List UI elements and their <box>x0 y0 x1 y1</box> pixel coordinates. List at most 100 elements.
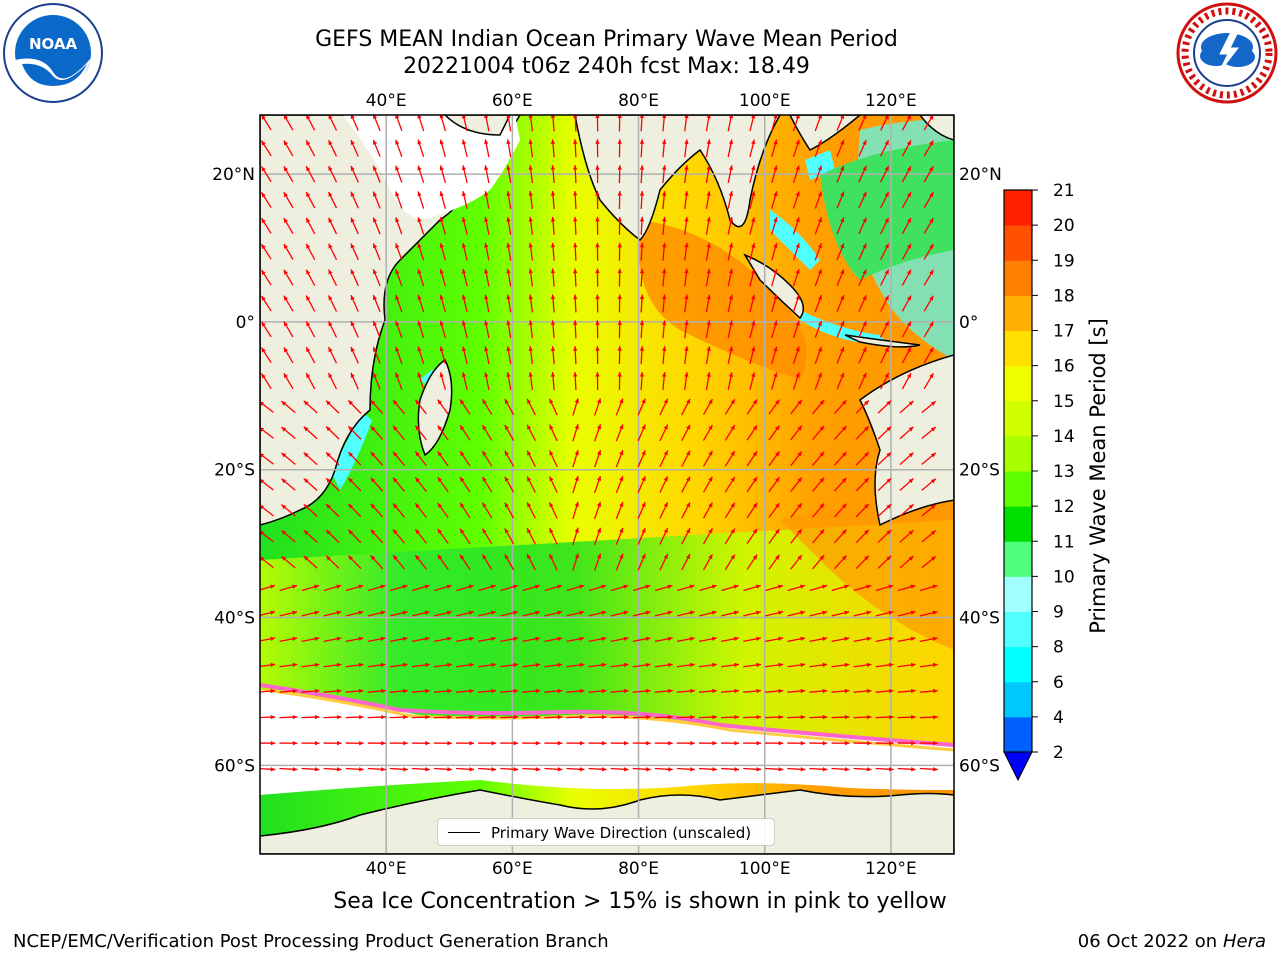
wave-arrow <box>632 741 651 746</box>
wave-arrow <box>676 688 695 694</box>
wave-arrow <box>595 242 600 261</box>
wave-arrow <box>792 242 800 261</box>
wave-arrow <box>617 190 622 209</box>
wave-arrow <box>746 399 758 415</box>
wave-arrow <box>721 584 739 592</box>
colorbar-segment <box>1004 400 1032 437</box>
wave-arrow <box>702 528 713 545</box>
wave-arrow <box>301 767 320 772</box>
lon-tick-label: 100°E <box>739 91 791 111</box>
colorbar-segment <box>1004 716 1032 753</box>
wave-arrow <box>790 554 803 570</box>
wave-arrow <box>702 502 713 519</box>
wave-arrow <box>771 346 778 365</box>
wave-arrow <box>897 610 916 617</box>
wave-arrow <box>484 139 490 158</box>
wave-arrow <box>836 191 845 209</box>
arabia-land <box>443 115 511 136</box>
wave-arrow <box>923 166 934 183</box>
wave-arrow <box>659 553 669 571</box>
wave-arrow <box>347 477 362 492</box>
wave-arrow <box>831 636 850 642</box>
wave-arrow <box>901 140 912 157</box>
wave-arrow <box>790 399 803 415</box>
wave-arrow <box>283 115 294 131</box>
wave-arrow <box>528 320 534 339</box>
wave-arrow <box>484 320 490 339</box>
wave-arrow <box>921 426 937 439</box>
wave-arrow <box>787 741 806 746</box>
wave-arrow <box>727 320 734 339</box>
colorbar-segment <box>1004 576 1032 612</box>
wave-arrow <box>702 476 713 493</box>
colorbar-tick-label: 9 <box>1053 603 1064 623</box>
wave-arrow <box>897 662 916 668</box>
wave-arrow <box>880 372 890 390</box>
wave-arrow <box>771 191 778 209</box>
producer-credit: NCEP/EMC/Verification Post Processing Pr… <box>13 931 609 952</box>
wave-arrow <box>593 475 602 494</box>
wave-arrow <box>654 688 673 694</box>
wave-arrow <box>595 268 600 287</box>
wave-arrow <box>323 610 342 617</box>
nws-logo-icon <box>1176 2 1278 104</box>
wave-arrow <box>705 191 711 209</box>
wave-arrow <box>528 216 534 235</box>
wave-arrow <box>749 294 756 313</box>
wave-arrow <box>721 767 740 772</box>
wave-arrow <box>566 584 585 592</box>
wave-arrow <box>705 242 711 261</box>
wave-arrow <box>481 450 493 467</box>
wave-arrow <box>662 372 667 391</box>
wave-arrow <box>506 294 512 313</box>
wave-arrow <box>325 400 340 414</box>
wave-arrow <box>919 636 938 642</box>
wave-arrow <box>328 320 338 338</box>
wave-arrow <box>573 346 578 365</box>
wave-arrow <box>548 527 558 545</box>
wave-arrow <box>281 529 296 543</box>
wave-arrow <box>305 346 316 364</box>
wave-arrow <box>727 139 734 158</box>
wave-arrow <box>833 399 847 415</box>
wave-arrow <box>595 165 600 184</box>
wave-arrow <box>303 529 318 543</box>
wave-arrow <box>880 346 890 364</box>
wave-arrow <box>392 425 406 441</box>
wave-arrow <box>662 165 667 184</box>
wave-arrow <box>526 502 536 519</box>
wave-arrow <box>522 610 541 617</box>
wave-arrow <box>325 426 340 440</box>
wave-arrow <box>921 400 937 414</box>
wave-arrow <box>526 553 536 571</box>
wave-arrow <box>681 424 691 442</box>
wave-arrow <box>615 527 624 545</box>
wave-arrow <box>809 688 828 694</box>
wave-arrow <box>814 217 823 235</box>
wave-arrow <box>765 636 784 642</box>
wave-arrow <box>809 636 828 642</box>
wave-arrow <box>901 243 912 260</box>
wave-arrow <box>279 662 298 668</box>
wave-arrow <box>705 268 711 287</box>
wave-arrow <box>836 217 845 235</box>
wave-arrow <box>414 502 427 518</box>
wave-arrow <box>373 115 381 131</box>
wave-arrow <box>771 139 778 158</box>
wave-arrow <box>792 294 800 313</box>
wave-arrow <box>858 191 867 209</box>
wave-arrow <box>792 139 800 158</box>
wave-arrow <box>746 528 758 545</box>
wave-arrow <box>877 503 892 518</box>
wave-arrow <box>659 450 669 468</box>
wave-arrow <box>659 476 669 493</box>
wave-arrow <box>637 553 646 571</box>
lat-tick-label: 20°N <box>212 165 255 185</box>
wave-arrow <box>812 425 825 441</box>
wave-arrow <box>749 346 756 365</box>
wave-arrow <box>461 115 468 132</box>
wave-arrow <box>853 741 872 746</box>
wave-arrow <box>765 662 784 668</box>
wave-arrow <box>283 269 294 286</box>
wave-arrow <box>417 320 425 339</box>
